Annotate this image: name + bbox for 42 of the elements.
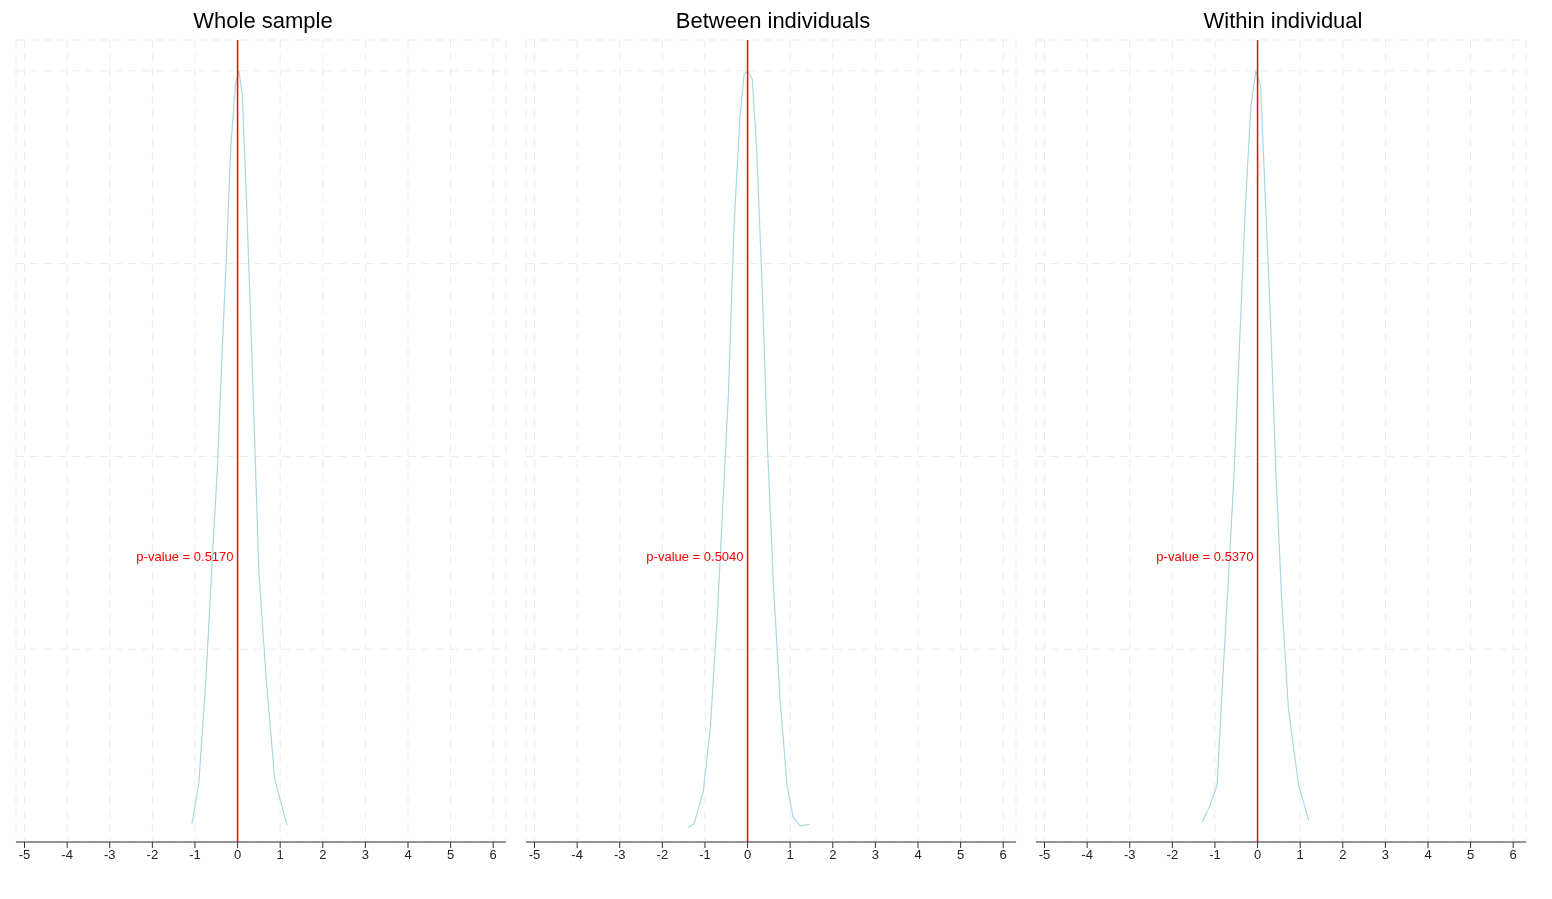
x-tick-label: -4	[61, 847, 73, 863]
x-tick-label: 4	[1424, 847, 1432, 863]
x-tick-label: 4	[914, 847, 922, 863]
x-tick-label: -5	[1038, 847, 1051, 863]
x-tick-label: 5	[446, 847, 455, 863]
x-tick-label: -4	[571, 847, 583, 863]
annotation: p-value = 0.5370	[1156, 549, 1254, 565]
x-tick-label: -1	[189, 847, 201, 863]
x-tick-label: 1	[1296, 847, 1304, 863]
x-tick-label: 6	[489, 847, 497, 863]
x-tick-label: -1	[1209, 847, 1221, 863]
x-tick-label: 3	[871, 847, 880, 863]
x-tick-label: 5	[956, 847, 965, 863]
x-tick-label: 6	[999, 847, 1007, 863]
x-tick-label: -3	[1123, 847, 1136, 863]
x-tick-label: -2	[1166, 847, 1179, 863]
annotation: p-value = 0.5040	[646, 549, 744, 565]
x-tick-label: -1	[699, 847, 711, 863]
x-tick-label: 1	[276, 847, 284, 863]
chart-title: Between individuals	[674, 8, 872, 35]
x-tick-label: 0	[743, 847, 752, 863]
x-tick-label: -5	[18, 847, 31, 863]
chart-title: Whole sample	[192, 8, 334, 35]
annotation: p-value = 0.5170	[136, 549, 234, 565]
x-tick-label: -3	[613, 847, 626, 863]
x-tick-label: 2	[829, 847, 837, 863]
x-tick-label: 0	[1253, 847, 1262, 863]
x-tick-label: 5	[1466, 847, 1475, 863]
x-tick-label: -3	[103, 847, 116, 863]
x-tick-label: 6	[1509, 847, 1517, 863]
x-tick-label: 1	[786, 847, 794, 863]
x-tick-label: 0	[233, 847, 242, 863]
x-tick-label: 3	[1381, 847, 1390, 863]
x-tick-label: 2	[1339, 847, 1347, 863]
x-tick-label: -2	[656, 847, 669, 863]
x-tick-label: -4	[1081, 847, 1093, 863]
x-tick-label: 2	[319, 847, 327, 863]
chart-title: Within individual	[1202, 8, 1364, 35]
x-tick-label: 4	[404, 847, 412, 863]
x-tick-label: 3	[361, 847, 370, 863]
x-tick-label: -2	[146, 847, 159, 863]
x-tick-label: -5	[528, 847, 541, 863]
